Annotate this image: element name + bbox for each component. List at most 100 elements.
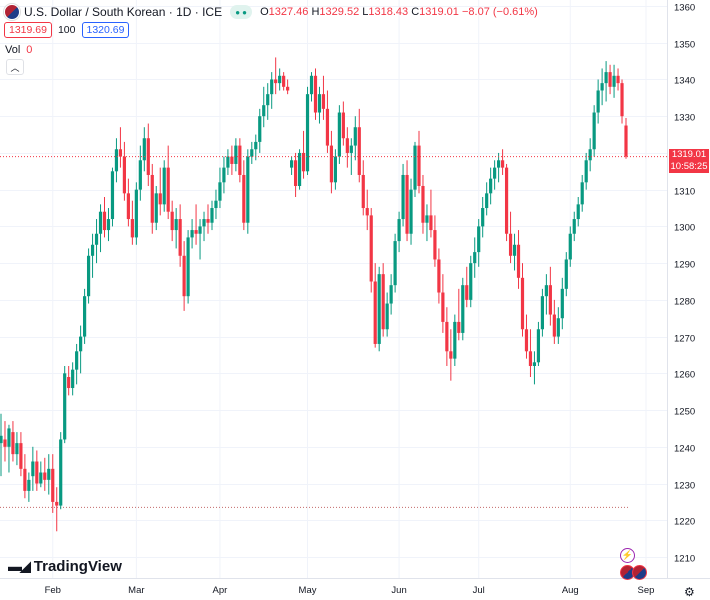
candle[interactable] xyxy=(441,274,445,333)
candle[interactable] xyxy=(341,101,345,146)
candle[interactable] xyxy=(258,108,262,153)
candle[interactable] xyxy=(576,197,580,227)
candle[interactable] xyxy=(588,138,592,172)
candle[interactable] xyxy=(182,241,186,311)
candle[interactable] xyxy=(393,233,397,293)
candle[interactable] xyxy=(126,178,130,227)
market-status-icon[interactable]: ● ● xyxy=(230,5,253,19)
bid-price[interactable]: 1319.69 xyxy=(4,22,52,38)
candle[interactable] xyxy=(31,446,35,491)
candle[interactable] xyxy=(142,127,146,172)
candle[interactable] xyxy=(429,189,433,238)
candle[interactable] xyxy=(59,432,63,510)
candle[interactable] xyxy=(146,123,150,186)
last-price-label[interactable]: 1319.01 10:58:25 xyxy=(669,149,709,173)
candle[interactable] xyxy=(198,219,202,260)
candle[interactable] xyxy=(504,163,509,242)
candle[interactable] xyxy=(385,292,389,337)
candle[interactable] xyxy=(246,149,250,234)
candle[interactable] xyxy=(560,277,564,330)
candle[interactable] xyxy=(290,156,294,175)
candle[interactable] xyxy=(516,230,521,289)
candle[interactable] xyxy=(345,127,349,168)
candle[interactable] xyxy=(3,421,7,462)
tradingview-logo[interactable]: ▬◢ TradingView xyxy=(8,558,122,575)
candle[interactable] xyxy=(254,134,258,161)
candle[interactable] xyxy=(361,160,365,216)
candle[interactable] xyxy=(556,307,560,344)
candle[interactable] xyxy=(238,138,242,183)
candle[interactable] xyxy=(604,61,608,102)
candle[interactable] xyxy=(564,252,568,297)
candle[interactable] xyxy=(309,72,314,102)
candle[interactable] xyxy=(584,152,588,190)
candle[interactable] xyxy=(222,156,226,194)
candle[interactable] xyxy=(234,138,238,172)
candle[interactable] xyxy=(110,167,115,227)
candle[interactable] xyxy=(174,208,178,249)
candle[interactable] xyxy=(572,211,576,242)
candle[interactable] xyxy=(596,79,600,124)
ask-price[interactable]: 1320.69 xyxy=(81,22,130,38)
candle[interactable] xyxy=(79,325,83,374)
symbol-title[interactable]: U.S. Dollar / South Korean · 1D · ICE xyxy=(24,5,223,19)
candle[interactable] xyxy=(377,266,381,352)
candle[interactable] xyxy=(473,237,477,278)
candle[interactable] xyxy=(297,149,302,190)
candle[interactable] xyxy=(114,138,119,183)
candle[interactable] xyxy=(11,421,15,462)
time-axis[interactable]: Feb Mar Apr May Jun Jul Aug Sep xyxy=(45,585,655,596)
candle[interactable] xyxy=(512,233,517,271)
candle[interactable] xyxy=(592,105,596,157)
candle[interactable] xyxy=(35,450,39,491)
candle[interactable] xyxy=(154,185,158,231)
candle[interactable] xyxy=(528,329,533,378)
candle[interactable] xyxy=(134,182,138,245)
candle[interactable] xyxy=(465,266,469,308)
candle[interactable] xyxy=(600,68,604,106)
candle[interactable] xyxy=(90,233,95,278)
candle[interactable] xyxy=(82,288,87,344)
candle[interactable] xyxy=(453,314,457,366)
candle[interactable] xyxy=(421,174,425,234)
candle[interactable] xyxy=(612,64,616,98)
candle[interactable] xyxy=(508,211,513,264)
candle[interactable] xyxy=(43,457,47,491)
candle[interactable] xyxy=(47,454,51,495)
gear-icon[interactable]: ⚙ xyxy=(684,585,695,599)
candle[interactable] xyxy=(39,461,43,488)
price-axis[interactable]: 1360135013401330132013101300129012801270… xyxy=(674,3,695,565)
candle[interactable] xyxy=(274,57,278,95)
candle[interactable] xyxy=(94,219,99,264)
candle[interactable] xyxy=(250,141,254,164)
candle[interactable] xyxy=(313,68,318,120)
candle[interactable] xyxy=(433,215,437,267)
candle[interactable] xyxy=(0,413,3,477)
candle[interactable] xyxy=(469,255,473,308)
candle[interactable] xyxy=(194,204,198,245)
candle[interactable] xyxy=(580,174,584,212)
candles[interactable] xyxy=(0,57,628,532)
candle[interactable] xyxy=(71,362,75,396)
candle[interactable] xyxy=(333,149,337,190)
candle[interactable] xyxy=(493,160,497,190)
candle[interactable] xyxy=(381,263,385,337)
candle[interactable] xyxy=(405,160,409,242)
candle[interactable] xyxy=(301,130,306,179)
candle[interactable] xyxy=(102,197,107,238)
candle[interactable] xyxy=(608,64,612,95)
candle[interactable] xyxy=(357,108,361,183)
candle[interactable] xyxy=(262,86,266,128)
candle[interactable] xyxy=(190,219,194,249)
candle[interactable] xyxy=(266,83,270,120)
candle[interactable] xyxy=(477,219,481,267)
candle[interactable] xyxy=(186,230,190,304)
candle[interactable] xyxy=(489,167,493,205)
candle[interactable] xyxy=(75,343,79,385)
candle[interactable] xyxy=(138,145,142,201)
candle[interactable] xyxy=(206,204,210,234)
candle[interactable] xyxy=(55,487,59,532)
candle[interactable] xyxy=(218,167,222,209)
candle[interactable] xyxy=(325,90,330,153)
